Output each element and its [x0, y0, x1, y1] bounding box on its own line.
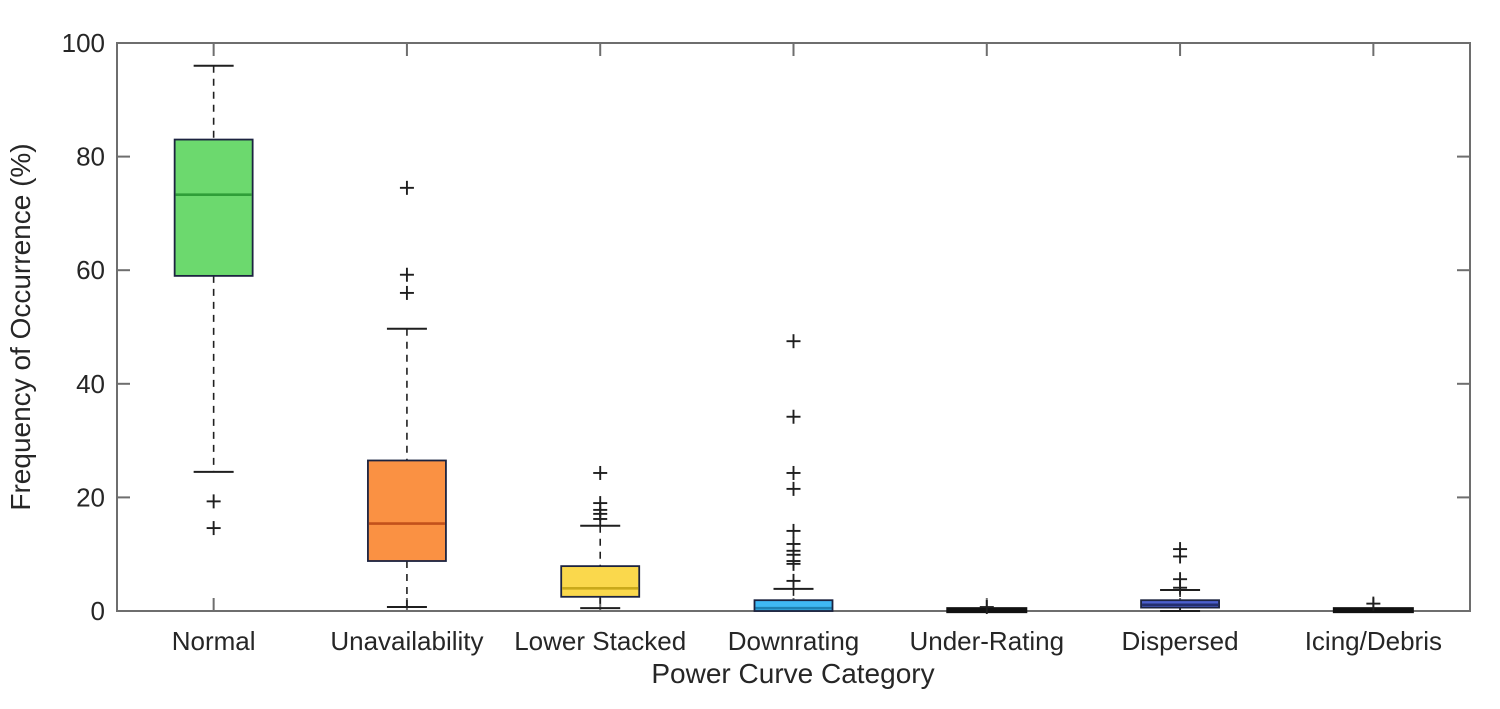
- iqr-box: [560, 565, 641, 598]
- y-tick-label: 0: [91, 596, 105, 626]
- chart-content: 0 20 40 60 80 100 Normal Unavailability Lower St…: [62, 28, 1470, 656]
- y-tick-label: 60: [76, 255, 105, 285]
- y-tick-label: 100: [62, 28, 105, 58]
- iqr-box: [173, 138, 254, 277]
- x-category-label: Under-Rating: [909, 626, 1064, 656]
- x-category-label: Icing/Debris: [1305, 626, 1442, 656]
- iqr-box: [367, 459, 447, 562]
- iqr-box: [753, 599, 834, 612]
- x-category-label: Dispersed: [1122, 626, 1239, 656]
- y-tick-label: 20: [76, 482, 105, 512]
- x-axis-label: Power Curve Category: [651, 658, 934, 689]
- x-category-label: Lower Stacked: [514, 626, 686, 656]
- x-category-label: Normal: [172, 626, 256, 656]
- y-axis-label: Frequency of Occurrence (%): [5, 143, 36, 510]
- x-category-label: Unavailability: [330, 626, 483, 656]
- y-tick-label: 40: [76, 369, 105, 399]
- x-category-label: Downrating: [728, 626, 860, 656]
- y-tick-label: 80: [76, 142, 105, 172]
